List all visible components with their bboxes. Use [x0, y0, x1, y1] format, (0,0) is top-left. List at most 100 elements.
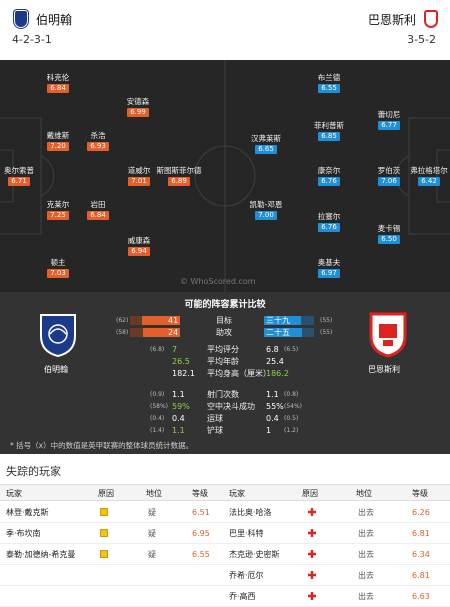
away-player[interactable]: 汉弗莱斯 6.65 [231, 134, 301, 154]
home-rank: (62) [116, 317, 129, 324]
player-status: 出去 [358, 529, 374, 538]
home-label: 伯明翰 [44, 365, 68, 374]
away-player[interactable]: 布兰德 6.55 [294, 73, 364, 93]
away-stat: 1.1 [266, 390, 279, 399]
player-name[interactable]: 林登·戴克斯 [6, 508, 49, 517]
player-name: 奥基夫 [317, 258, 341, 267]
table-row: 泰勒·加德纳-希克曼 疑 6.55 杰克逊·史密斯 出去 6.34 [0, 544, 450, 565]
player-name: 拉塞尔 [317, 212, 341, 221]
doubtful-icon [100, 508, 108, 516]
table-row: 乔希·厄尔 出去 6.81 [0, 565, 450, 586]
away-stat: 0.4 [266, 414, 279, 423]
away-player[interactable]: 弗拉格塔尔 6.42 [394, 166, 450, 186]
away-stat: 55% [266, 402, 284, 411]
player-name: 威康森 [127, 236, 151, 245]
home-player[interactable]: 斯图斯菲尔德 6.89 [144, 166, 214, 186]
player-rating: 6.89 [168, 177, 190, 186]
player-name[interactable]: 乔·高西 [229, 592, 256, 601]
player-rating: 7.06 [378, 177, 400, 186]
player-rating: 6.85 [318, 132, 340, 141]
away-player[interactable]: 康奈尔 6.76 [294, 166, 364, 186]
barnsley-crest-icon [369, 312, 407, 358]
home-player[interactable]: 道威尔 7.01 [104, 166, 174, 186]
player-name: 康奈尔 [317, 166, 341, 175]
stat-label: 平均评分 [207, 345, 239, 354]
player-name: 科克伦 [46, 73, 70, 82]
away-player[interactable]: 凯勒-邓恩 7.00 [231, 200, 301, 220]
away-rank: (55) [320, 317, 333, 324]
player-rating: 6.84 [87, 211, 109, 220]
away-rank: (1.2) [284, 427, 299, 434]
home-player[interactable]: 戴维斯 7.20 [23, 131, 93, 151]
bar-label: 目标 [216, 316, 232, 325]
home-player[interactable]: 顿主 7.03 [23, 258, 93, 278]
stat-label: 运球 [207, 414, 223, 423]
home-player[interactable]: 威康森 6.94 [104, 236, 174, 256]
injury-icon [308, 592, 316, 600]
home-player[interactable]: 杀浩 6.93 [63, 131, 133, 151]
footnote: * 括号（x）中的数值是英甲联赛的整体球员统计数据。 [10, 441, 194, 450]
home-rank: (58) [116, 329, 129, 336]
away-player[interactable]: 蕾切尼 6.77 [354, 110, 424, 130]
col-player: 玩家 [6, 489, 22, 498]
away-rank: (0.5) [284, 415, 299, 422]
away-label: 巴恩斯利 [368, 365, 400, 374]
stat-label: 平均年龄 [207, 357, 239, 366]
player-name[interactable]: 巴里·科特 [229, 529, 264, 538]
player-name: 奥尔索普 [4, 166, 34, 175]
away-stat: 186.2 [266, 369, 289, 378]
away-rank: (6.5) [284, 346, 299, 353]
away-player[interactable]: 菲利普斯 6.85 [294, 121, 364, 141]
home-player[interactable]: 奥尔索普 6.71 [0, 166, 54, 186]
away-player[interactable]: 罗伯茨 7.06 [354, 166, 424, 186]
missing-table-header: 玩家 原因 地位 等级 玩家 原因 地位 等级 [0, 484, 450, 501]
col-reason: 原因 [98, 489, 114, 498]
player-name: 菲利普斯 [314, 121, 344, 130]
player-rating: 6.50 [378, 235, 400, 244]
player-name: 布兰德 [317, 73, 341, 82]
comparison-title: 可能的阵容累计比较 [184, 300, 266, 310]
birmingham-crest-icon [14, 10, 28, 28]
doubtful-icon [100, 550, 108, 558]
table-row: 季·布坎南 疑 6.95 巴里·科特 出去 6.81 [0, 523, 450, 544]
home-player[interactable]: 科克伦 6.84 [23, 73, 93, 93]
player-rating: 6.99 [127, 108, 149, 117]
lineup-comparison: 可能的阵容累计比较 伯明翰 巴恩斯利 (62) 41 目标 三十九 (55) (… [0, 292, 450, 454]
player-rating: 7.25 [47, 211, 69, 220]
away-stat: 1 [266, 426, 272, 435]
table-row: 林登·戴克斯 疑 6.51 法比奥·哈洛 出去 6.26 [0, 502, 450, 523]
player-name[interactable]: 法比奥·哈洛 [229, 508, 272, 517]
player-status: 疑 [148, 550, 156, 559]
away-rank: (54%) [284, 403, 303, 410]
player-status: 出去 [358, 592, 374, 601]
player-status: 出去 [358, 571, 374, 580]
away-team-name[interactable]: 巴恩斯利 [367, 13, 416, 27]
player-name[interactable]: 泰勒·加德纳-希克曼 [6, 550, 76, 559]
doubtful-icon [100, 529, 108, 537]
player-name[interactable]: 杰克逊·史密斯 [229, 550, 280, 559]
player-rating: 6.55 [318, 84, 340, 93]
away-formation: 3-5-2 [407, 33, 436, 46]
home-player[interactable]: 安德森 6.99 [103, 97, 173, 117]
player-name[interactable]: 乔希·厄尔 [229, 571, 264, 580]
away-player[interactable]: 拉塞尔 6.76 [294, 212, 364, 232]
player-name: 斯图斯菲尔德 [156, 166, 202, 175]
home-stat: 1.1 [172, 426, 185, 435]
player-rating: 6.71 [8, 177, 30, 186]
player-rating: 7.00 [255, 211, 277, 220]
birmingham-crest-icon [40, 314, 76, 358]
away-player[interactable]: 麦卡锡 6.50 [354, 224, 424, 244]
player-status: 疑 [148, 508, 156, 517]
away-stat: 25.4 [266, 357, 284, 366]
player-name: 克莱尔 [46, 200, 70, 209]
home-value: 24 [168, 328, 179, 337]
home-player[interactable]: 克莱尔 7.25 [23, 200, 93, 220]
home-team-name[interactable]: 伯明翰 [36, 13, 73, 27]
home-value: 41 [168, 316, 179, 325]
player-name[interactable]: 季·布坎南 [6, 529, 41, 538]
away-bar [264, 328, 302, 337]
away-player[interactable]: 奥基夫 6.97 [294, 258, 364, 278]
home-player[interactable]: 岩田 6.84 [63, 200, 133, 220]
player-name: 凯勒-邓恩 [249, 200, 283, 209]
player-name: 汉弗莱斯 [251, 134, 281, 143]
